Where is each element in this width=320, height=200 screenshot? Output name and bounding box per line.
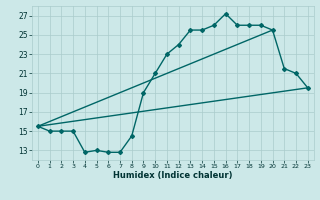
X-axis label: Humidex (Indice chaleur): Humidex (Indice chaleur) (113, 171, 233, 180)
